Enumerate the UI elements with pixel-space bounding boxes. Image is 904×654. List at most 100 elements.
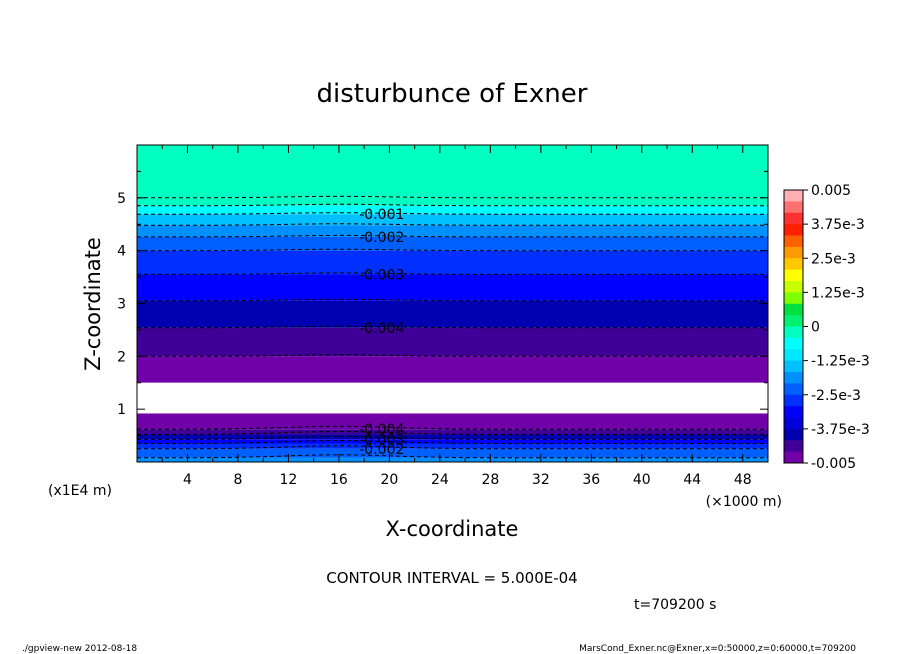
contour-line xyxy=(137,212,768,215)
colorbar-label: 0 xyxy=(811,320,820,336)
colorbar-swatch xyxy=(784,337,803,350)
y-axis-label: Z-coordinate xyxy=(81,237,105,371)
y-tick-label: 1 xyxy=(117,402,126,418)
contour-label: -0.004 xyxy=(359,321,404,337)
x-tick-label: 24 xyxy=(431,472,449,488)
contour-band xyxy=(137,356,768,383)
contour-line xyxy=(137,298,768,302)
contour-band xyxy=(137,439,768,444)
contour-band xyxy=(137,443,768,449)
y-tick-label: 2 xyxy=(117,349,126,365)
colorbar-label: 0.005 xyxy=(811,183,851,199)
colorbar xyxy=(784,190,803,464)
contour-line xyxy=(137,223,768,226)
chart-title: disturbunce of Exner xyxy=(317,79,588,109)
colorbar-swatch xyxy=(784,417,803,430)
colorbar-swatch xyxy=(784,383,803,396)
contour-band xyxy=(137,205,768,215)
y-tick-label: 4 xyxy=(117,244,126,260)
contour-band xyxy=(137,429,768,435)
contour-band xyxy=(137,413,768,430)
contour-band xyxy=(137,448,768,458)
colorbar-swatch xyxy=(784,406,803,418)
colorbar-swatch xyxy=(784,326,803,339)
x-tick-label: 32 xyxy=(532,472,550,488)
colorbar-labels: 0.005 3.75e-3 2.5e-3 1.25e-3 0 -1.25e-3 -2.5e-… xyxy=(803,183,870,472)
contour-line xyxy=(137,272,768,275)
colorbar-swatch xyxy=(784,292,803,305)
contour-band xyxy=(137,250,768,275)
contour-band xyxy=(137,236,768,251)
colorbar-swatch xyxy=(784,235,803,248)
x-tick-label: 12 xyxy=(280,472,298,488)
colorbar-label: -2.5e-3 xyxy=(811,388,861,404)
x-axis-ticks: 4 8 12 16 20 24 28 32 36 40 44 48 xyxy=(161,145,752,488)
contour-label: -0.004 xyxy=(359,422,404,438)
footer-right: MarsCond_Exner.nc@Exner,x=0:50000,z=0:60… xyxy=(579,644,856,654)
contour-band xyxy=(137,327,768,357)
y-tick-label: 5 xyxy=(117,191,126,207)
colorbar-swatch xyxy=(784,349,803,362)
colorbar-swatch xyxy=(784,440,803,453)
x-tick-label: 28 xyxy=(481,472,499,488)
contour-labels: -0.001-0.002-0.003-0.004-0.004-0.003-0.0… xyxy=(359,207,404,458)
missing-data-region xyxy=(137,382,768,414)
colorbar-swatch xyxy=(784,394,803,407)
x-tick-label: 40 xyxy=(633,472,651,488)
contour-label: -0.003 xyxy=(359,432,404,448)
contour-band xyxy=(137,145,768,198)
colorbar-swatch xyxy=(784,246,803,259)
colorbar-label: 2.5e-3 xyxy=(811,251,856,267)
contour-line xyxy=(137,430,768,435)
plot-area xyxy=(137,145,768,462)
colorbar-label: 3.75e-3 xyxy=(811,217,865,233)
contour-line xyxy=(137,234,768,238)
y-unit-label: (x1E4 m) xyxy=(48,483,112,499)
contour-line xyxy=(137,425,768,430)
x-tick-label: 8 xyxy=(233,472,242,488)
colorbar-swatch xyxy=(784,269,803,282)
colorbar-label: 1.25e-3 xyxy=(811,285,865,301)
contour-band xyxy=(137,197,768,206)
contour-line xyxy=(137,454,768,459)
contour-label: -0.003 xyxy=(359,267,404,283)
x-tick-label: 48 xyxy=(734,472,752,488)
x-unit-label: (×1000 m) xyxy=(706,494,782,510)
contour-line xyxy=(137,195,768,199)
y-axis-ticks: 1 2 3 4 5 xyxy=(117,170,768,437)
contour-line xyxy=(137,203,768,207)
contour-band xyxy=(137,300,768,328)
colorbar-swatch xyxy=(784,212,803,225)
colorbar-swatch xyxy=(784,190,803,202)
colorbar-swatch xyxy=(784,428,803,441)
colorbar-swatch xyxy=(784,303,803,316)
contour-label: -0.001 xyxy=(359,207,404,223)
contour-band xyxy=(137,434,768,440)
footer-left: ./gpview-new 2012-08-18 xyxy=(22,644,137,654)
contour-line xyxy=(137,248,768,252)
time-text: t=709200 s xyxy=(634,597,716,613)
colorbar-swatch xyxy=(784,372,803,384)
contour-band xyxy=(137,214,768,226)
x-tick-label: 44 xyxy=(683,472,701,488)
contour-line xyxy=(137,445,768,450)
x-tick-label: 20 xyxy=(380,472,398,488)
contour-lines xyxy=(137,195,768,459)
contour-band xyxy=(137,225,768,237)
x-tick-label: 16 xyxy=(330,472,348,488)
colorbar-label: -1.25e-3 xyxy=(811,354,870,370)
contour-line xyxy=(137,439,768,444)
contour-line xyxy=(137,325,768,329)
colorbar-swatch xyxy=(784,201,803,214)
colorbar-swatch xyxy=(784,258,803,271)
colorbar-swatch xyxy=(784,281,803,293)
contour-line xyxy=(137,354,768,357)
contour-interval-text: CONTOUR INTERVAL = 5.000E-04 xyxy=(326,569,577,587)
colorbar-swatch xyxy=(784,451,803,464)
colorbar-swatch xyxy=(784,315,803,327)
colorbar-swatch xyxy=(784,224,803,236)
colorbar-label: -0.005 xyxy=(811,456,856,472)
x-axis-label: X-coordinate xyxy=(386,517,519,541)
contour-label: -0.002 xyxy=(359,230,404,246)
